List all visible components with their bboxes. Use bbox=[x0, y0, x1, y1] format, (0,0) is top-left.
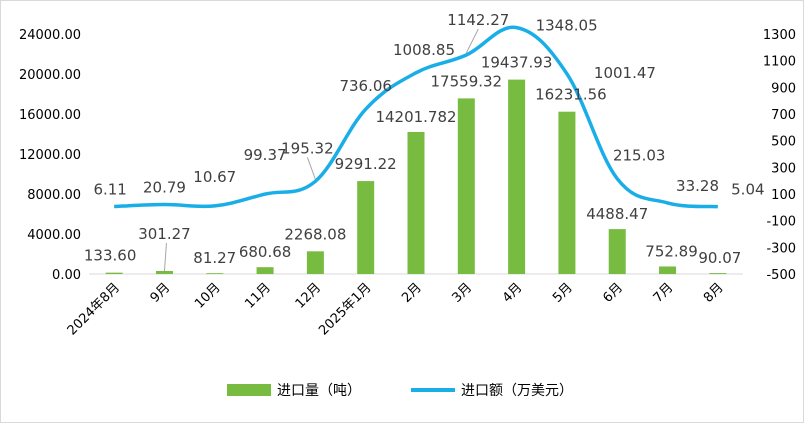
y-left-tick-label: 20000.00 bbox=[19, 68, 81, 83]
y-right-tick-label: -100 bbox=[766, 215, 796, 230]
y-right-tick-label: -500 bbox=[766, 268, 796, 283]
line-data-label: 5.04 bbox=[731, 181, 764, 199]
bar bbox=[558, 112, 575, 274]
bar-data-label: 19437.93 bbox=[481, 54, 553, 72]
x-tick-label: 7月 bbox=[651, 280, 677, 306]
bar bbox=[508, 80, 525, 274]
bar-data-label: 14201.782 bbox=[375, 108, 456, 126]
line-data-label: 20.79 bbox=[143, 179, 186, 197]
line-data-label: 6.11 bbox=[93, 181, 126, 199]
line-data-label: 1008.85 bbox=[393, 41, 455, 59]
bar-data-label: 90.07 bbox=[698, 249, 741, 267]
bar-data-label: 16231.56 bbox=[535, 86, 607, 104]
y-right-tick-label: 900 bbox=[771, 81, 796, 96]
x-tick-label: 5月 bbox=[550, 280, 576, 306]
y-right-tick-label: 300 bbox=[771, 161, 796, 176]
bar bbox=[408, 132, 425, 274]
y-left-tick-label: 16000.00 bbox=[19, 108, 81, 123]
bar bbox=[257, 267, 274, 274]
bar bbox=[659, 266, 676, 274]
bar-data-label: 301.27 bbox=[138, 225, 191, 243]
x-tick-label: 3月 bbox=[449, 280, 475, 306]
bar-data-label: 4488.47 bbox=[586, 205, 648, 223]
y-left-tick-label: 24000.00 bbox=[19, 28, 81, 43]
x-tick-label: 2025年1月 bbox=[316, 280, 374, 338]
y-right-tick-label: -300 bbox=[766, 241, 796, 256]
line-data-label: 33.28 bbox=[676, 177, 719, 195]
bar bbox=[156, 271, 173, 274]
x-tick-label: 4月 bbox=[500, 280, 526, 306]
x-tick-label: 2024年8月 bbox=[65, 280, 123, 338]
bar bbox=[709, 273, 726, 274]
bar-data-label: 81.27 bbox=[193, 249, 236, 267]
y-right-tick-label: 1100 bbox=[763, 55, 796, 70]
bar-data-label: 2268.08 bbox=[284, 225, 346, 243]
y-right-tick-label: 1300 bbox=[763, 28, 796, 43]
y-left-tick-label: 8000.00 bbox=[27, 188, 81, 203]
line-data-label: 1348.05 bbox=[536, 17, 598, 35]
bar bbox=[609, 229, 626, 274]
bar bbox=[307, 251, 324, 274]
bar-data-label: 9291.22 bbox=[335, 155, 397, 173]
x-tick-label: 12月 bbox=[293, 280, 324, 311]
y-left-tick-label: 4000.00 bbox=[27, 228, 81, 243]
y-left-tick-label: 0.00 bbox=[52, 268, 81, 283]
line-data-label: 1001.47 bbox=[594, 64, 656, 82]
y-right-tick-label: 100 bbox=[771, 188, 796, 203]
y-right-tick-label: 500 bbox=[771, 135, 796, 150]
x-tick-label: 9月 bbox=[148, 280, 174, 306]
line-label-leader bbox=[307, 157, 315, 179]
x-tick-label: 8月 bbox=[701, 280, 727, 306]
y-right-tick-label: 700 bbox=[771, 108, 796, 123]
line-data-label: 99.37 bbox=[244, 146, 287, 164]
legend-label-import-volume: 进口量（吨） bbox=[277, 383, 361, 399]
x-tick-label: 11月 bbox=[242, 280, 273, 311]
bar-data-label: 752.89 bbox=[645, 242, 698, 260]
x-tick-label: 10月 bbox=[192, 280, 223, 311]
x-tick-label: 6月 bbox=[600, 280, 626, 306]
bar bbox=[357, 181, 374, 274]
x-tick-label: 2月 bbox=[399, 280, 425, 306]
line-data-label: 215.03 bbox=[613, 147, 666, 165]
line-data-label: 736.06 bbox=[339, 77, 392, 95]
legend-label-import-value: 进口额（万美元） bbox=[461, 383, 573, 399]
bar bbox=[206, 273, 223, 274]
bar-data-label: 680.68 bbox=[239, 243, 292, 261]
bar bbox=[458, 98, 475, 274]
line-data-label: 1142.27 bbox=[447, 11, 509, 29]
line-data-label: 10.67 bbox=[193, 168, 236, 186]
bar bbox=[106, 273, 123, 274]
legend: 进口量（吨） 进口额（万美元） bbox=[227, 383, 573, 399]
line-data-label: 195.32 bbox=[281, 139, 334, 157]
bar-label-leader bbox=[164, 243, 166, 271]
bar-data-label: 133.60 bbox=[84, 247, 137, 265]
bar-data-label: 17559.32 bbox=[431, 72, 503, 90]
y-left-tick-label: 12000.00 bbox=[19, 148, 81, 163]
legend-swatch-import-volume bbox=[227, 384, 271, 396]
